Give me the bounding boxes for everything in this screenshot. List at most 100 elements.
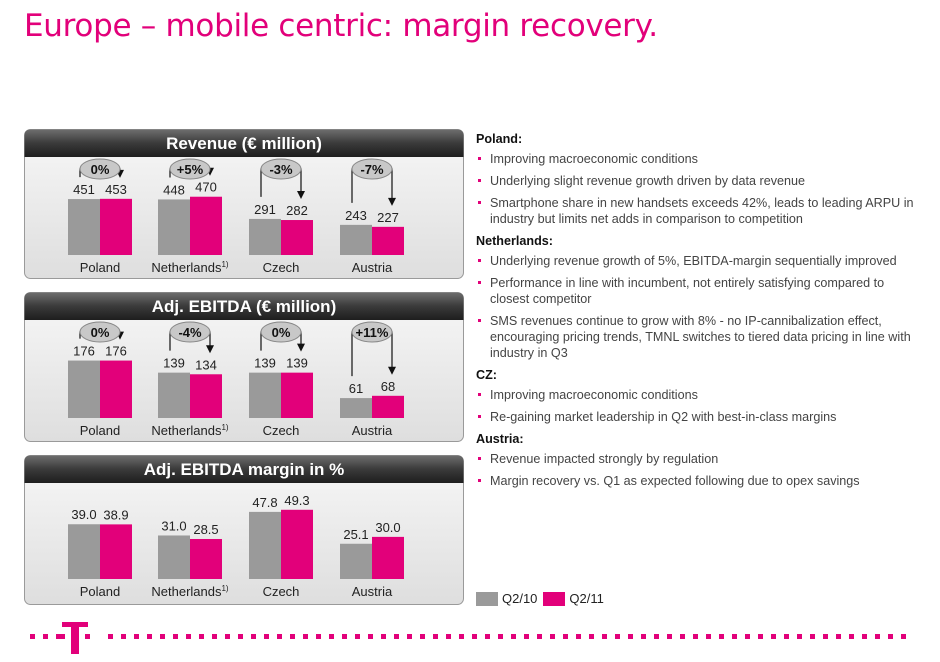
arrow-head <box>388 197 396 206</box>
footer-dot <box>316 634 321 639</box>
category-label: Poland <box>80 260 120 275</box>
footer-dot <box>368 634 373 639</box>
footer-dot <box>264 634 269 639</box>
chart-svg: Adj. EBITDA margin in % 39.0 38.9 Poland 31.… <box>24 455 464 605</box>
chart-title: Revenue (€ million) <box>166 134 322 153</box>
legend-item-q2-10: Q2/10 <box>476 591 537 606</box>
bar-q2-11 <box>281 509 313 579</box>
footer-dot <box>108 634 113 639</box>
data-label: 291 <box>254 202 276 217</box>
data-label: 227 <box>377 210 399 225</box>
footer-dot <box>173 634 178 639</box>
data-label: 47.8 <box>252 495 277 510</box>
footer-dot <box>407 634 412 639</box>
data-label: 453 <box>105 182 127 197</box>
legend-item-q2-11: Q2/11 <box>543 591 604 606</box>
commentary-bullet: Revenue impacted strongly by regulation <box>476 451 926 467</box>
footer-dot <box>290 634 295 639</box>
chart-title: Adj. EBITDA margin in % <box>144 460 345 479</box>
chart-header-bar <box>24 455 464 483</box>
bar-q2-11 <box>100 360 132 418</box>
footer-dot <box>277 634 282 639</box>
bar-q2-11 <box>281 220 313 255</box>
commentary-bullet: Re-gaining market leadership in Q2 with … <box>476 409 926 425</box>
commentary-bullet: Improving macroeconomic conditions <box>476 151 926 167</box>
footer-dot <box>355 634 360 639</box>
footer-dot <box>472 634 477 639</box>
arrow-head <box>297 343 305 352</box>
footer-dot <box>147 634 152 639</box>
footer-dot <box>563 634 568 639</box>
commentary-bullet: SMS revenues continue to grow with 8% - … <box>476 313 926 361</box>
footer-dot <box>719 634 724 639</box>
footer-dot <box>56 634 61 639</box>
change-bubble <box>260 321 302 343</box>
arrow-head <box>388 366 396 375</box>
chart-svg: Adj. EBITDA (€ million) 176 176 Poland 0% 139… <box>24 292 464 442</box>
category-label: Czech <box>263 423 300 438</box>
data-label: 139 <box>286 356 308 371</box>
change-bubble <box>260 158 302 180</box>
chart-header-bar <box>24 129 464 157</box>
commentary-list: Underlying revenue growth of 5%, EBITDA-… <box>476 253 926 361</box>
change-percent-label: 0% <box>91 325 110 340</box>
footer-dot <box>823 634 828 639</box>
footer-dot <box>394 634 399 639</box>
data-label: 38.9 <box>103 507 128 522</box>
bar-q2-11 <box>372 226 404 255</box>
chart-title: Adj. EBITDA (€ million) <box>152 297 336 316</box>
legend-label-q2-11: Q2/11 <box>569 591 604 606</box>
chart-svg: Revenue (€ million) 451 453 Poland 0% 448 470 N… <box>24 129 464 279</box>
footer-dot <box>186 634 191 639</box>
data-label: 470 <box>195 180 217 195</box>
footer-dot <box>667 634 672 639</box>
footer-dot <box>537 634 542 639</box>
bar-q2-11 <box>190 196 222 255</box>
category-label: Austria <box>352 260 393 275</box>
footer-dot <box>602 634 607 639</box>
change-bubble <box>351 321 393 343</box>
footer-dot <box>901 634 906 639</box>
footer-dot <box>758 634 763 639</box>
category-label: Austria <box>352 423 393 438</box>
chart-header-bar <box>24 292 464 320</box>
data-label: 139 <box>163 356 185 371</box>
bar-q2-11 <box>372 395 404 418</box>
change-percent-label: +11% <box>356 325 389 340</box>
data-label: 176 <box>105 344 127 359</box>
footer-dot <box>615 634 620 639</box>
commentary-list: Revenue impacted strongly by regulation M… <box>476 451 926 489</box>
commentary-heading: Poland: <box>476 132 523 146</box>
bar-q2-10 <box>68 199 100 255</box>
category-label: Netherlands1) <box>151 260 229 275</box>
footer-gap <box>95 634 100 639</box>
category-label: Netherlands1) <box>151 584 229 599</box>
footer-dot-line <box>30 634 914 639</box>
footer-dot <box>329 634 334 639</box>
bar-q2-10 <box>68 360 100 418</box>
bar-q2-10 <box>158 372 190 418</box>
ebitda-chart-panel: Adj. EBITDA (€ million) 176 176 Poland 0% 139… <box>24 292 464 442</box>
bar-q2-10 <box>340 224 372 255</box>
bar-q2-10 <box>68 524 100 579</box>
footer-dot <box>524 634 529 639</box>
bar-q2-11 <box>372 536 404 579</box>
footer-dot <box>589 634 594 639</box>
bar-q2-11 <box>190 374 222 418</box>
category-label: Czech <box>263 584 300 599</box>
page-title: Europe – mobile centric: margin recovery… <box>24 8 658 44</box>
footer-dot <box>459 634 464 639</box>
footer-dot <box>576 634 581 639</box>
footer-dot <box>628 634 633 639</box>
commentary-bullet: Margin recovery vs. Q1 as expected follo… <box>476 473 926 489</box>
footer-dot <box>680 634 685 639</box>
footer-dot <box>212 634 217 639</box>
bar-q2-11 <box>281 372 313 418</box>
commentary-list: Improving macroeconomic conditions Re-gai… <box>476 387 926 425</box>
footer-dot <box>797 634 802 639</box>
footer-dot <box>849 634 854 639</box>
data-label: 282 <box>286 203 308 218</box>
footer-dot <box>706 634 711 639</box>
footer-dot <box>381 634 386 639</box>
footer-dot <box>771 634 776 639</box>
